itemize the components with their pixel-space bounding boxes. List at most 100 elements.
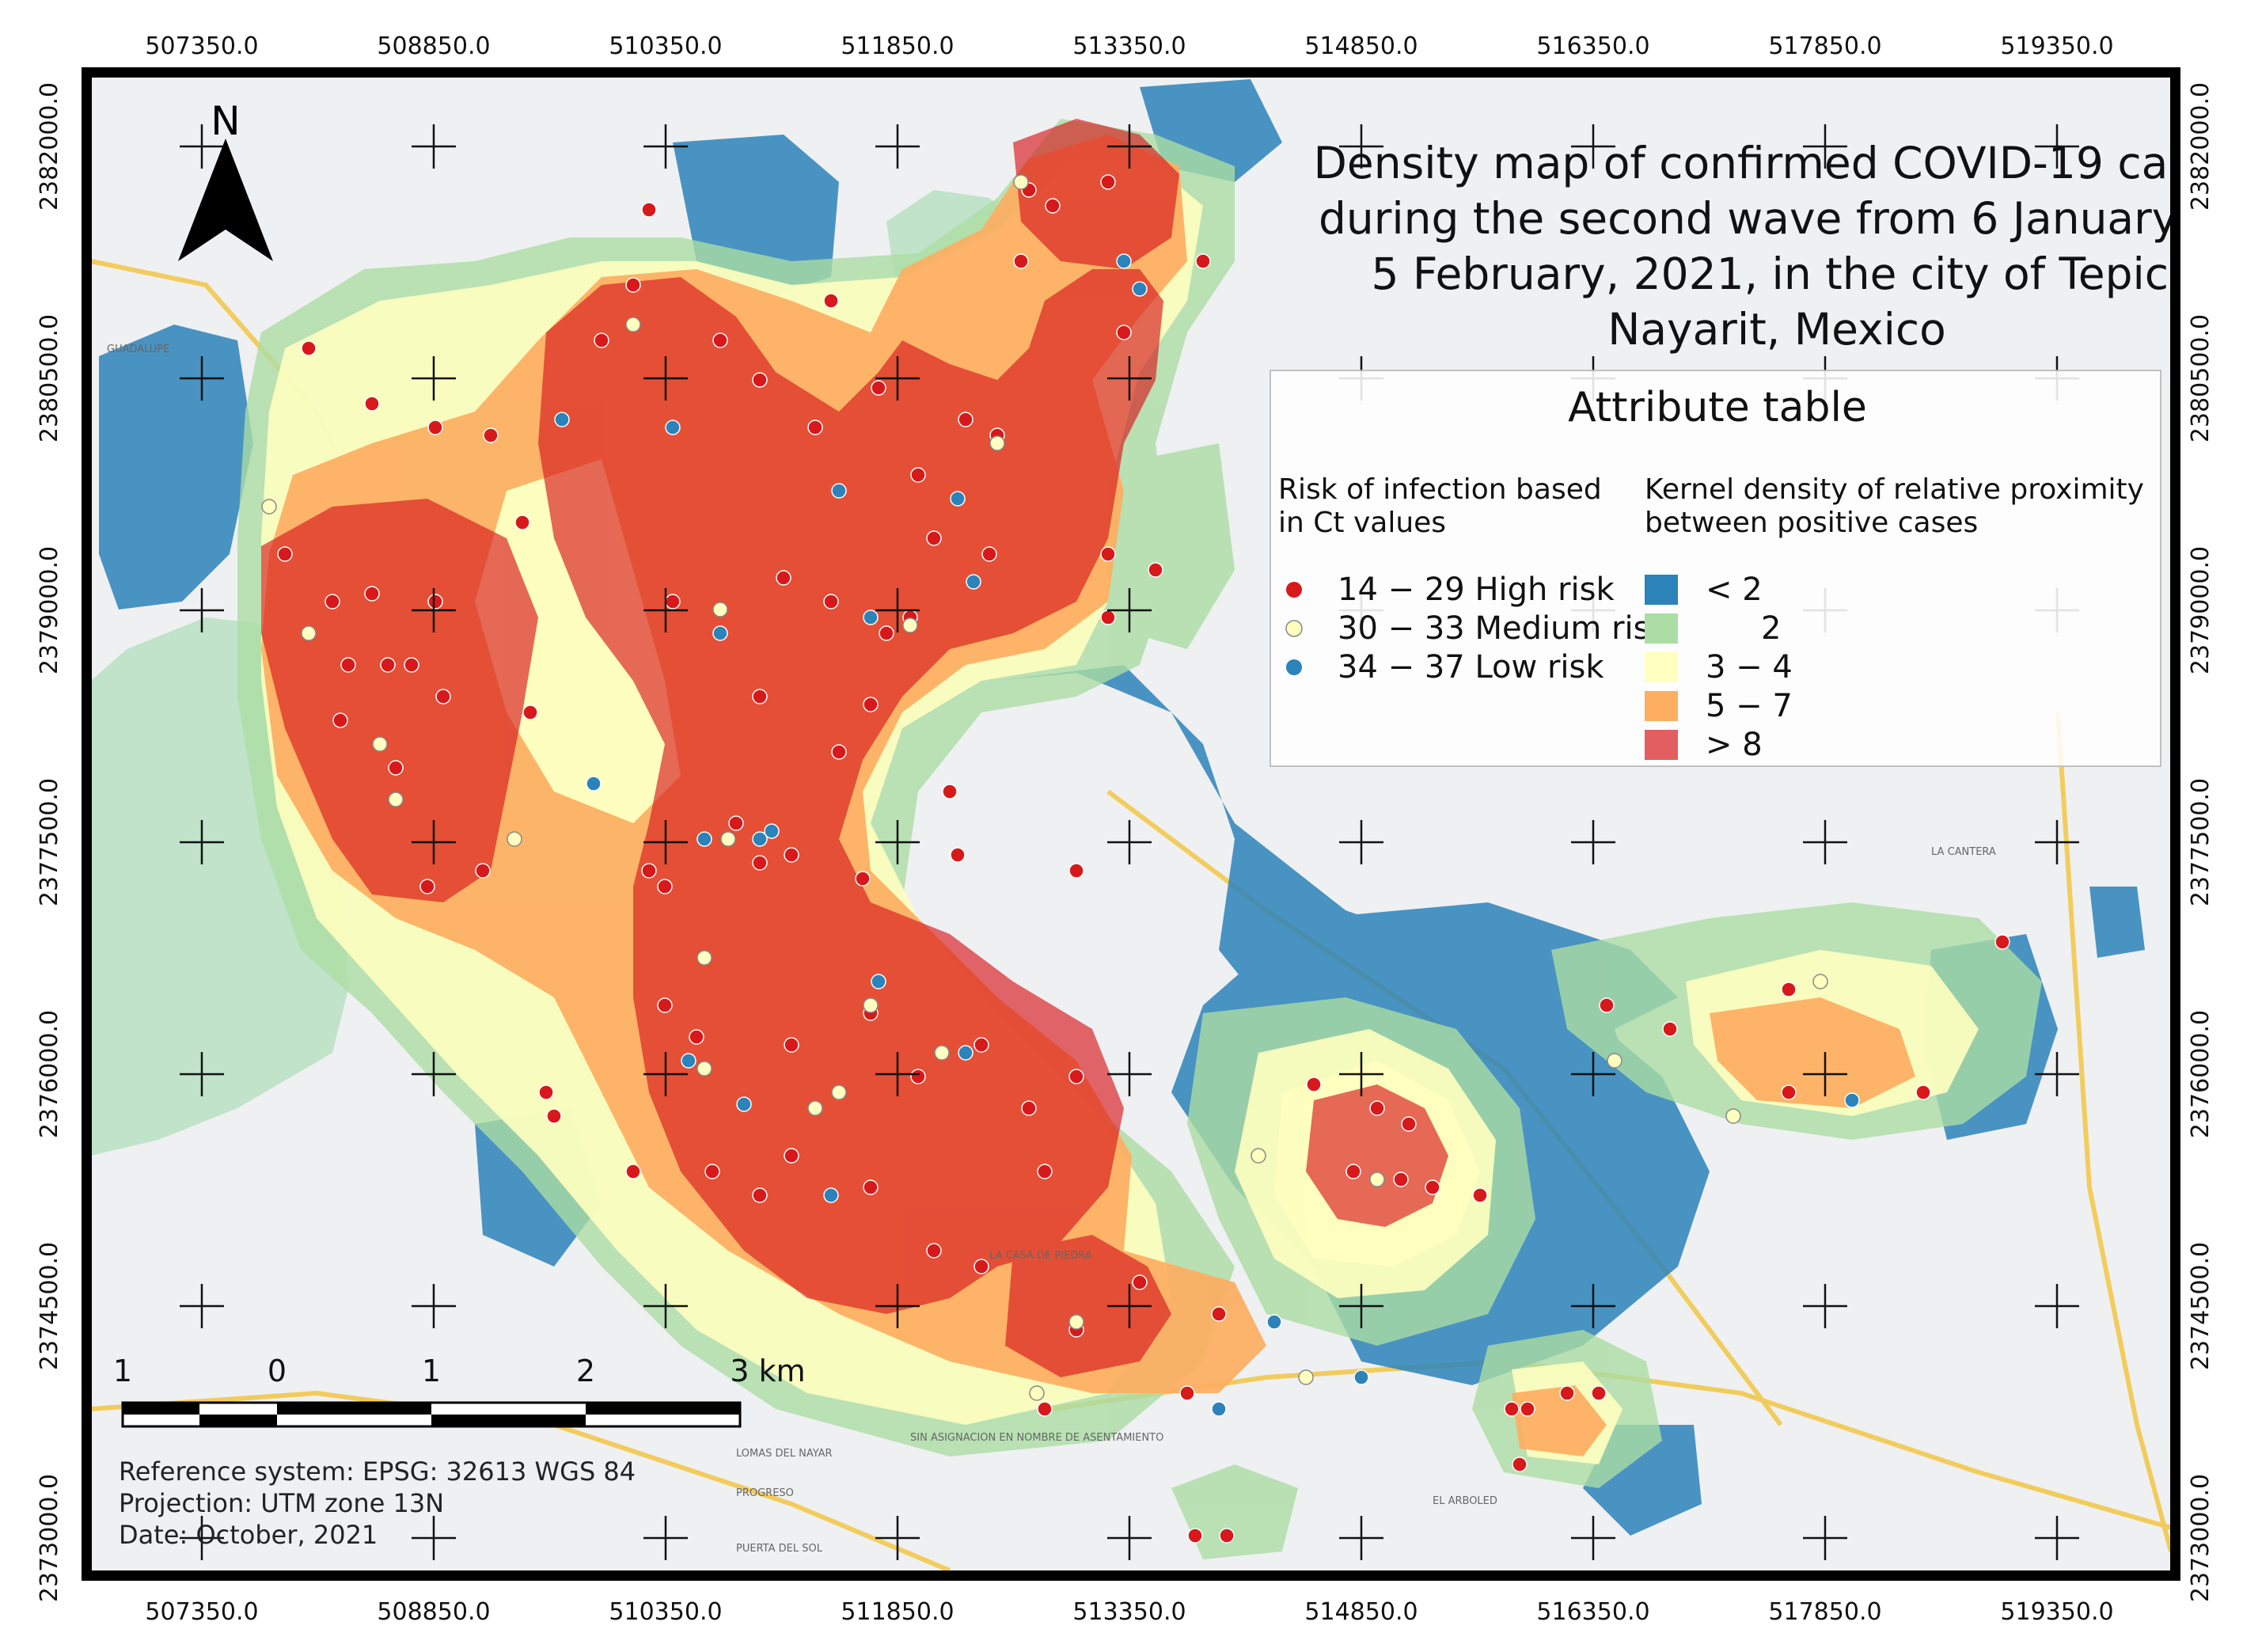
case-point-medium-risk — [1298, 1369, 1314, 1385]
legend-density-title: between positive cases — [1645, 507, 1978, 539]
legend-swatch-density — [1645, 730, 1678, 760]
northing-label: 2377500.0 — [2187, 778, 2215, 906]
scale-bar-label: 2 — [576, 1354, 595, 1388]
northing-label: 2374500.0 — [2187, 1242, 2215, 1370]
case-point-medium-risk — [902, 617, 918, 633]
case-point-high-risk — [475, 863, 491, 879]
grid-cross — [2035, 1052, 2079, 1096]
case-point-medium-risk — [388, 792, 404, 807]
case-point-high-risk — [1662, 1021, 1678, 1037]
case-points-low-risk — [554, 253, 1860, 1417]
legend-swatch-high-risk — [1286, 582, 1302, 598]
north-arrow-label: N — [211, 98, 240, 144]
easting-label: 508850.0 — [377, 1598, 490, 1626]
grid-cross — [180, 356, 224, 401]
grid-cross — [1803, 820, 1847, 864]
case-point-high-risk — [712, 332, 728, 348]
grid-cross — [643, 124, 688, 169]
case-point-high-risk — [958, 412, 973, 427]
legend-density-label: > 8 — [1706, 727, 1763, 763]
case-point-high-risk — [1369, 1100, 1385, 1116]
easting-label: 513350.0 — [1072, 1598, 1186, 1626]
legend-heading: Attribute table — [1568, 384, 1867, 431]
legend-density-label: 3 − 4 — [1706, 649, 1793, 685]
legend-swatch-medium-risk — [1285, 620, 1303, 637]
case-point-high-risk — [364, 396, 380, 412]
grid-cross — [875, 356, 920, 401]
case-point-high-risk — [1195, 253, 1211, 269]
grid-cross — [1571, 820, 1615, 864]
grid-cross — [875, 1516, 920, 1560]
case-point-high-risk — [752, 1187, 768, 1203]
map-metadata: Reference system: EPSG: 32613 WGS 84 Pro… — [119, 1456, 636, 1550]
case-point-high-risk — [665, 594, 681, 610]
case-point-high-risk — [752, 689, 768, 704]
case-point-medium-risk — [807, 1100, 823, 1116]
legend-swatch-density — [1645, 652, 1678, 682]
grid-cross — [412, 124, 456, 169]
northing-label: 2382000.0 — [2187, 82, 2215, 211]
case-point-low-risk — [554, 412, 570, 427]
case-point-high-risk — [546, 1108, 562, 1124]
case-point-high-risk — [1116, 325, 1132, 340]
case-point-high-risk — [657, 997, 673, 1013]
grid-cross — [412, 820, 456, 864]
case-point-high-risk — [1559, 1385, 1575, 1401]
case-point-low-risk — [831, 483, 847, 499]
scale-bar-label: 1 — [113, 1354, 132, 1388]
easting-label: 511850.0 — [841, 32, 954, 60]
grid-cross — [2035, 124, 2079, 169]
basemap-place-label: GUADALUPE — [107, 344, 169, 355]
northing-label: 2377500.0 — [36, 778, 63, 906]
grid-cross — [1107, 1516, 1152, 1560]
grid-cross — [1107, 820, 1152, 864]
easting-label: 517850.0 — [1768, 1598, 1881, 1626]
case-point-high-risk — [1148, 562, 1163, 578]
case-point-high-risk — [380, 657, 396, 673]
legend-risk-title: Risk of infection based — [1278, 473, 1602, 506]
case-point-medium-risk — [301, 625, 317, 641]
grid-cross — [875, 588, 920, 632]
legend-panel: Attribute table Risk of infection based … — [1270, 370, 2161, 767]
grid-cross — [412, 1284, 456, 1328]
case-point-high-risk — [689, 1029, 704, 1045]
scale-bar-label: 3 km — [730, 1354, 805, 1388]
case-point-medium-risk — [1725, 1108, 1741, 1124]
case-point-high-risk — [784, 1037, 799, 1053]
grid-cross — [180, 1052, 224, 1096]
case-point-high-risk — [1915, 1084, 1931, 1100]
case-point-low-risk — [966, 574, 981, 590]
case-point-low-risk — [1844, 1092, 1860, 1108]
case-point-medium-risk — [261, 499, 277, 515]
case-point-high-risk — [1781, 1084, 1797, 1100]
legend-risk-label: 34 − 37 Low risk — [1338, 649, 1604, 685]
case-point-high-risk — [776, 570, 791, 586]
easting-label: 516350.0 — [1536, 1598, 1649, 1626]
north-arrow-icon — [178, 139, 273, 261]
case-point-high-risk — [807, 420, 823, 435]
case-point-high-risk — [1132, 1274, 1148, 1290]
basemap-place-label: LA CANTERA — [1931, 846, 1996, 858]
grid-cross — [2035, 820, 2079, 864]
case-point-medium-risk — [1029, 1385, 1045, 1401]
case-point-low-risk — [1116, 253, 1132, 269]
northing-label: 2379000.0 — [36, 546, 63, 674]
case-point-low-risk — [712, 625, 728, 641]
case-point-high-risk — [863, 697, 879, 712]
case-point-medium-risk — [1812, 974, 1828, 989]
grid-cross — [1571, 124, 1615, 169]
case-points-medium-risk — [261, 174, 1828, 1401]
grid-cross — [412, 1516, 456, 1560]
case-point-medium-risk — [989, 435, 1005, 451]
legend-background — [1270, 370, 2161, 767]
grid-cross — [180, 1516, 224, 1560]
map-body: GUADALUPE LA CASA DE PIEDRA EL ARBOLED S… — [91, 78, 2171, 1570]
case-point-high-risk — [625, 1164, 641, 1179]
case-point-high-risk — [1100, 546, 1116, 562]
basemap-place-label: EL ARBOLED — [1433, 1495, 1497, 1507]
case-point-high-risk — [538, 1084, 554, 1100]
grid-cross — [180, 588, 224, 632]
grid-cross — [412, 588, 456, 632]
easting-label: 507350.0 — [145, 32, 258, 60]
easting-label: 514850.0 — [1304, 1598, 1418, 1626]
